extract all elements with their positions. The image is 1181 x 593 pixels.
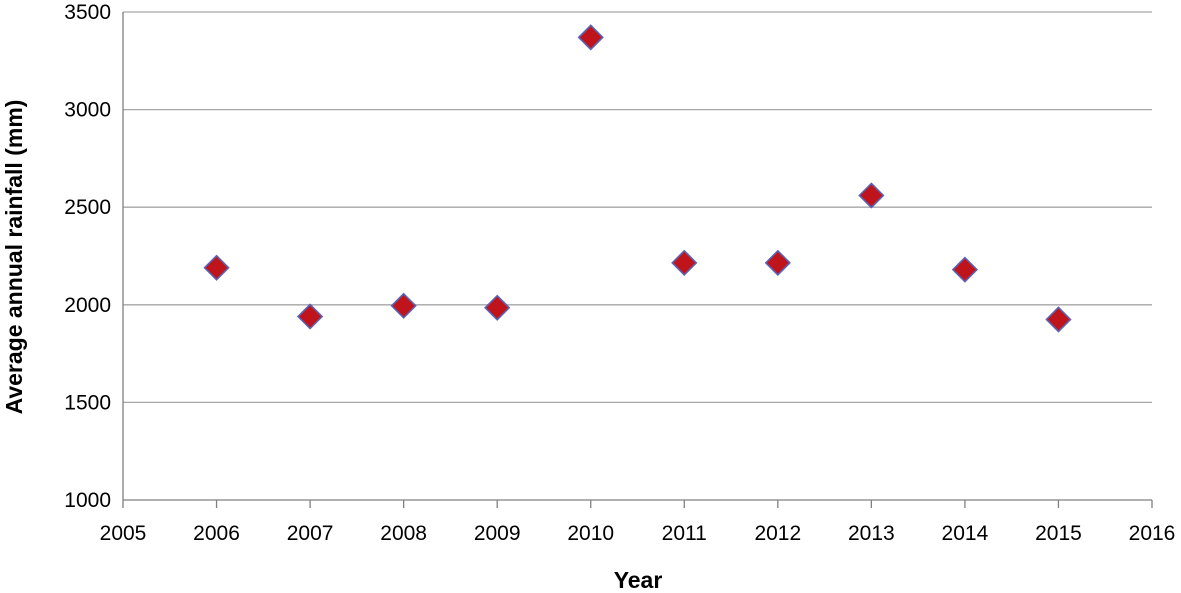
data-point-2008	[390, 292, 417, 319]
data-point-2009	[484, 294, 511, 321]
x-axis-title: Year	[614, 567, 663, 593]
y-axis-title: Average annual rainfall (mm)	[1, 100, 27, 415]
data-point-2012	[764, 249, 791, 276]
data-points	[203, 24, 1072, 333]
y-tick-label: 1500	[64, 391, 111, 414]
x-tick-label: 2010	[567, 522, 614, 545]
x-tick-label: 2012	[754, 522, 801, 545]
x-tick-label: 2011	[662, 522, 707, 545]
y-tick-label: 2500	[64, 196, 111, 219]
data-point-2013	[858, 182, 885, 209]
y-tick-label: 2000	[64, 294, 111, 317]
data-point-2011	[671, 249, 698, 276]
y-tick-label: 3000	[64, 99, 111, 122]
axes	[122, 12, 1153, 508]
data-point-2015	[1045, 306, 1072, 333]
x-tick-label: 2014	[942, 522, 989, 545]
x-tick-label: 2016	[1129, 522, 1176, 545]
grid-lines	[123, 11, 1152, 404]
data-point-2014	[951, 256, 979, 283]
x-tick-label: 2005	[100, 522, 147, 545]
data-point-2007	[296, 303, 324, 330]
y-tick-label: 3500	[64, 1, 111, 24]
data-point-2010	[577, 24, 604, 51]
x-tick-label: 2013	[848, 522, 895, 545]
data-point-2006	[203, 254, 230, 281]
x-tick-label: 2008	[380, 522, 427, 545]
x-tick-label: 2015	[1035, 522, 1082, 545]
x-tick-label: 2009	[474, 522, 521, 545]
x-tick-labels: 2005 2006 2007 2008 2009 2010 2011 2012 2013 2014…	[100, 522, 1176, 545]
x-tick-label: 2007	[287, 522, 334, 545]
y-tick-label: 1000	[64, 489, 111, 512]
x-tick-label: 2006	[193, 522, 240, 545]
y-tick-labels: 1000 1500 2000 2500 3000 3500	[64, 1, 111, 512]
